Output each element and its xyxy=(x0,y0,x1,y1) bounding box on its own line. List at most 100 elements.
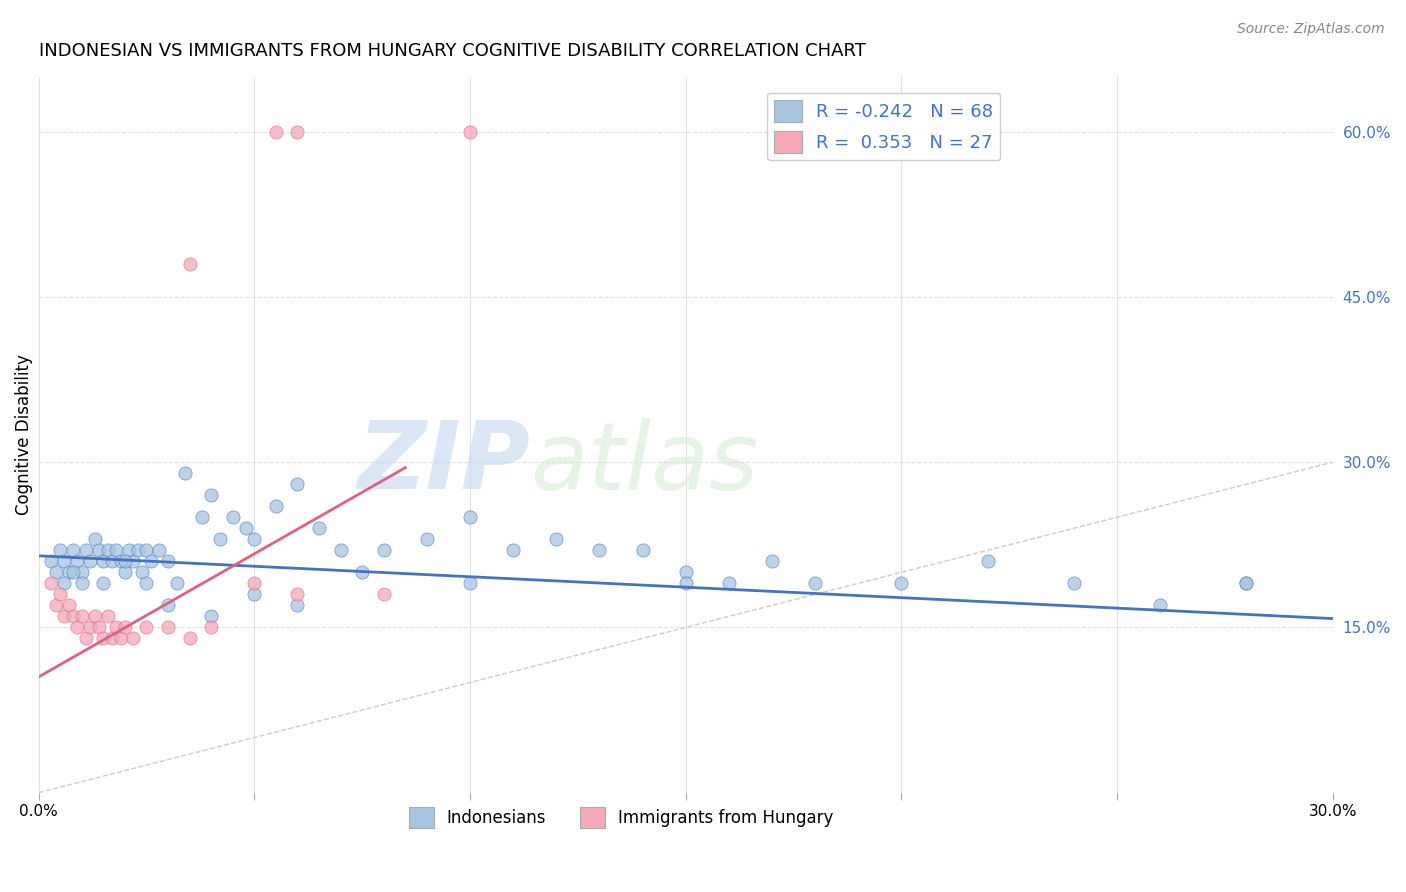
Point xyxy=(1236,576,1258,591)
Point xyxy=(97,609,120,624)
Point xyxy=(53,609,76,624)
Point xyxy=(243,576,266,591)
Point xyxy=(114,566,136,580)
Point xyxy=(83,609,105,624)
Point xyxy=(135,543,157,558)
Text: ZIP: ZIP xyxy=(357,417,530,509)
Point xyxy=(91,554,114,568)
Point xyxy=(49,543,72,558)
Point xyxy=(287,125,309,139)
Point xyxy=(75,543,97,558)
Point xyxy=(62,609,84,624)
Point xyxy=(45,566,67,580)
Point xyxy=(352,566,374,580)
Point xyxy=(70,566,93,580)
Point xyxy=(329,543,352,558)
Point xyxy=(79,620,101,634)
Point xyxy=(200,488,222,502)
Point xyxy=(139,554,162,568)
Point xyxy=(156,620,179,634)
Point xyxy=(179,632,201,646)
Point xyxy=(235,521,257,535)
Point xyxy=(200,620,222,634)
Point xyxy=(675,576,697,591)
Point xyxy=(62,543,84,558)
Point xyxy=(135,620,157,634)
Point xyxy=(101,632,124,646)
Point xyxy=(97,543,120,558)
Point xyxy=(49,587,72,601)
Point xyxy=(45,599,67,613)
Point xyxy=(91,632,114,646)
Point xyxy=(70,609,93,624)
Point xyxy=(122,554,145,568)
Point xyxy=(174,466,197,480)
Point xyxy=(373,543,395,558)
Point xyxy=(416,533,439,547)
Point xyxy=(114,620,136,634)
Point xyxy=(75,632,97,646)
Legend: Indonesians, Immigrants from Hungary: Indonesians, Immigrants from Hungary xyxy=(402,801,839,834)
Point xyxy=(458,125,481,139)
Point xyxy=(458,510,481,524)
Point xyxy=(631,543,654,558)
Point xyxy=(546,533,568,547)
Text: atlas: atlas xyxy=(530,417,759,508)
Point xyxy=(53,576,76,591)
Point xyxy=(127,543,149,558)
Point xyxy=(41,554,63,568)
Point xyxy=(373,587,395,601)
Point xyxy=(287,477,309,491)
Point xyxy=(264,125,287,139)
Point xyxy=(308,521,330,535)
Point xyxy=(502,543,524,558)
Point xyxy=(91,576,114,591)
Point xyxy=(588,543,610,558)
Point xyxy=(114,554,136,568)
Point xyxy=(105,620,128,634)
Point xyxy=(101,554,124,568)
Point xyxy=(148,543,170,558)
Point xyxy=(1236,576,1258,591)
Point xyxy=(287,599,309,613)
Point xyxy=(131,566,153,580)
Point xyxy=(976,554,998,568)
Point xyxy=(191,510,214,524)
Point xyxy=(110,632,132,646)
Text: Source: ZipAtlas.com: Source: ZipAtlas.com xyxy=(1237,22,1385,37)
Point xyxy=(79,554,101,568)
Point xyxy=(200,609,222,624)
Point xyxy=(179,257,201,271)
Point xyxy=(166,576,188,591)
Text: INDONESIAN VS IMMIGRANTS FROM HUNGARY COGNITIVE DISABILITY CORRELATION CHART: INDONESIAN VS IMMIGRANTS FROM HUNGARY CO… xyxy=(38,42,866,60)
Point xyxy=(675,566,697,580)
Point xyxy=(135,576,157,591)
Point xyxy=(62,566,84,580)
Point xyxy=(804,576,827,591)
Point xyxy=(1149,599,1171,613)
Point xyxy=(53,554,76,568)
Point xyxy=(717,576,740,591)
Point xyxy=(58,599,80,613)
Point xyxy=(221,510,243,524)
Point xyxy=(83,533,105,547)
Point xyxy=(264,500,287,514)
Point xyxy=(1063,576,1085,591)
Point xyxy=(122,632,145,646)
Point xyxy=(458,576,481,591)
Point xyxy=(243,533,266,547)
Point xyxy=(118,543,141,558)
Point xyxy=(105,543,128,558)
Point xyxy=(66,554,89,568)
Point xyxy=(110,554,132,568)
Point xyxy=(761,554,783,568)
Point xyxy=(87,543,110,558)
Y-axis label: Cognitive Disability: Cognitive Disability xyxy=(15,354,32,515)
Point xyxy=(66,620,89,634)
Point xyxy=(243,587,266,601)
Point xyxy=(156,599,179,613)
Point xyxy=(70,576,93,591)
Point xyxy=(890,576,912,591)
Point xyxy=(87,620,110,634)
Point xyxy=(156,554,179,568)
